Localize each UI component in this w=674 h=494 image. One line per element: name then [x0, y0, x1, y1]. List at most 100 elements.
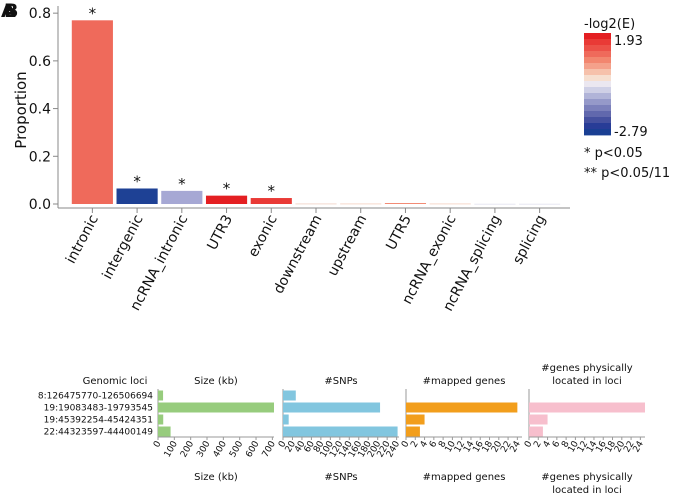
- bar-splicing: [519, 203, 561, 205]
- bar-upstream: [340, 203, 382, 205]
- genomic-loci-chart: Genomic loci 8:126475770-126506694 19:190…: [38, 363, 646, 494]
- significance-star: *: [268, 182, 276, 200]
- locus-label: 22:44323597-44400149: [44, 428, 154, 438]
- panel-x-tick-label: 8: [437, 439, 449, 449]
- y-tick-label: 0.2: [29, 149, 51, 165]
- locus-bar: [158, 402, 274, 413]
- colorbar-title: -log2(E): [584, 17, 635, 32]
- locus-bar: [529, 402, 645, 413]
- y-tick-label: 0.6: [29, 54, 51, 70]
- x-tick-label: splicing: [510, 212, 549, 267]
- bar-series: * * * * *: [71, 4, 561, 205]
- locus-bar: [158, 426, 171, 437]
- locus-bar: [406, 414, 425, 425]
- colorbar-max-label: 1.93: [614, 34, 643, 49]
- bar-downstream: [295, 203, 337, 205]
- panel-x-tick-label: 22: [622, 440, 636, 455]
- colorbar-swatch: [584, 45, 611, 52]
- colorbar-legend: -log2(E) 1.93 -2.79: [584, 17, 648, 140]
- loci-panel-2: #SNPs020406080100120140160180200220240#S…: [277, 376, 402, 483]
- bar-ncrna-exonic: [429, 203, 471, 205]
- locus-bar: [406, 402, 518, 413]
- panel-x-tick-label: 400: [212, 439, 229, 459]
- x-tick-label: intergenic: [99, 212, 146, 282]
- x-tick-label: upstream: [325, 212, 371, 279]
- locus-label: 19:45392254-45424351: [44, 416, 153, 426]
- y-tick-label: 0.8: [29, 6, 51, 22]
- significance-star: *: [133, 172, 141, 190]
- locus-label: 19:19083483-19793545: [44, 404, 153, 414]
- x-tick-label: exonic: [245, 212, 280, 259]
- colorbar-swatch: [584, 105, 611, 112]
- x-tick-label: downstream: [271, 212, 326, 296]
- colorbar-swatch: [584, 69, 611, 76]
- panel-footer: located in loci: [552, 485, 622, 494]
- panel-x-tick-label: 12: [453, 440, 467, 455]
- panel-footer: #genes physically: [541, 472, 633, 483]
- panel-label-a: A: [1, 0, 16, 22]
- significance-star: *: [223, 180, 231, 198]
- colorbar-swatch: [584, 111, 611, 118]
- colorbar-swatch: [584, 123, 611, 130]
- locus-bar: [158, 390, 164, 401]
- locus-bar: [529, 414, 548, 425]
- x-tick-label: intronic: [63, 212, 102, 266]
- panel-x-tick-label: 6: [428, 439, 440, 449]
- significance-legend-double: ** p<0.05/11: [584, 166, 670, 181]
- y-axis: 0.0 0.2 0.4 0.6 0.8: [29, 6, 59, 213]
- colorbar-swatch: [584, 75, 611, 82]
- panel-x-tick-label: 24: [509, 439, 524, 454]
- y-axis-label: Proportion: [12, 71, 30, 148]
- panel-x-tick-label: 500: [228, 439, 245, 459]
- colorbar-swatch: [584, 39, 611, 46]
- colorbar-swatch: [584, 117, 611, 124]
- y-tick-label: 0.4: [29, 102, 51, 118]
- locus-bar: [283, 426, 398, 437]
- panel-x-tick-label: 12: [576, 440, 590, 455]
- panel-title: located in loci: [552, 376, 622, 387]
- loci-panel-3: #mapped genes024681012141618202224#mappe…: [400, 376, 523, 483]
- colorbar-swatch: [584, 129, 611, 136]
- locus-bar: [283, 390, 296, 401]
- x-tick-label: UTR3: [204, 212, 236, 253]
- panel-x-tick-label: 2: [532, 440, 544, 450]
- bar-intronic: [71, 20, 113, 205]
- locus-bar: [283, 414, 289, 425]
- colorbar-swatch: [584, 51, 611, 58]
- panel-x-tick-label: 0: [277, 439, 289, 449]
- panel-x-tick-label: 24: [632, 439, 647, 454]
- colorbar-swatch: [584, 99, 611, 106]
- locus-bar: [158, 414, 164, 425]
- panel-x-tick-label: 100: [163, 439, 180, 459]
- panel-x-tick-label: 2: [409, 440, 421, 450]
- bar-intergenic: [116, 188, 158, 204]
- loci-panel-1: Size (kb) 0 100 200 300 400 500 600 700 Size (kb): [152, 376, 278, 483]
- panel-x-tick-label: 8: [560, 439, 572, 449]
- panel-title: #mapped genes: [423, 376, 506, 387]
- panel-x-tick-label: 200: [179, 439, 196, 459]
- bar-ncrna-splicing: [474, 203, 516, 205]
- panel-footer: #mapped genes: [423, 472, 506, 483]
- panel-title: Size (kb): [194, 376, 238, 387]
- locus-bar: [406, 426, 420, 437]
- bar-ncrna-intronic: [161, 190, 203, 204]
- panel-x-tick-label: 600: [244, 439, 261, 459]
- y-tick-label: 0.0: [29, 197, 51, 213]
- panel-x-tick-label: 700: [261, 439, 278, 459]
- colorbar-swatch: [584, 81, 611, 88]
- panel-x-tick-label: 4: [542, 439, 554, 449]
- annotation-bar-chart: 0.0 0.2 0.4 0.6 0.8 * * * * * intronicintergenic…: [12, 4, 570, 314]
- significance-star: *: [178, 175, 186, 193]
- locus-label: 8:126475770-126506694: [38, 392, 153, 402]
- colorbar-swatch: [584, 93, 611, 100]
- bar-utr5: [384, 203, 427, 204]
- loci-labels: 8:126475770-126506694 19:19083483-1979354…: [38, 392, 153, 438]
- panel-x-tick-label: 300: [195, 439, 212, 459]
- locus-bar: [529, 426, 543, 437]
- colorbar-swatch: [584, 33, 611, 40]
- panel-x-tick-label: 6: [551, 439, 563, 449]
- significance-star: *: [89, 4, 97, 22]
